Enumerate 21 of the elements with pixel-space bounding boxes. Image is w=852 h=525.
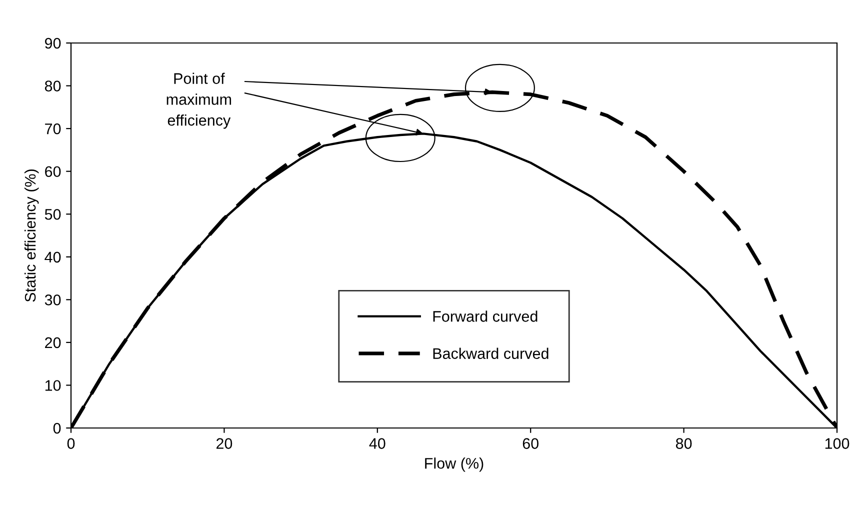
legend-label: Forward curved — [433, 310, 538, 322]
annotation: Point of maximum efficiency — [166, 72, 232, 129]
y-tick-label: 90 — [45, 38, 61, 49]
y-tick-label: 40 — [44, 252, 61, 263]
y-tick-label: 80 — [44, 80, 61, 92]
x-tick-label: 0 — [67, 438, 75, 449]
x-axis-title: Flow (%) — [425, 458, 484, 472]
y-axis-title: Static efficiency (%) — [24, 170, 39, 302]
y-tick-label: 50 — [44, 208, 61, 220]
x-tick-label: 100 — [825, 438, 850, 449]
x-tick-label: 20 — [216, 438, 232, 449]
x-tick-label: 60 — [522, 438, 538, 449]
legend-label: Backward curved — [433, 348, 548, 359]
y-tick-label: 30 — [44, 294, 61, 306]
x-tick-label: 80 — [676, 438, 692, 449]
y-tick-label: 60 — [45, 166, 61, 178]
y-tick-label: 70 — [45, 123, 61, 134]
y-tick-label: 10 — [45, 380, 61, 391]
y-tick-label: 0 — [53, 422, 61, 434]
x-tick-label: 40 — [369, 438, 386, 449]
y-tick-label: 20 — [45, 337, 61, 348]
